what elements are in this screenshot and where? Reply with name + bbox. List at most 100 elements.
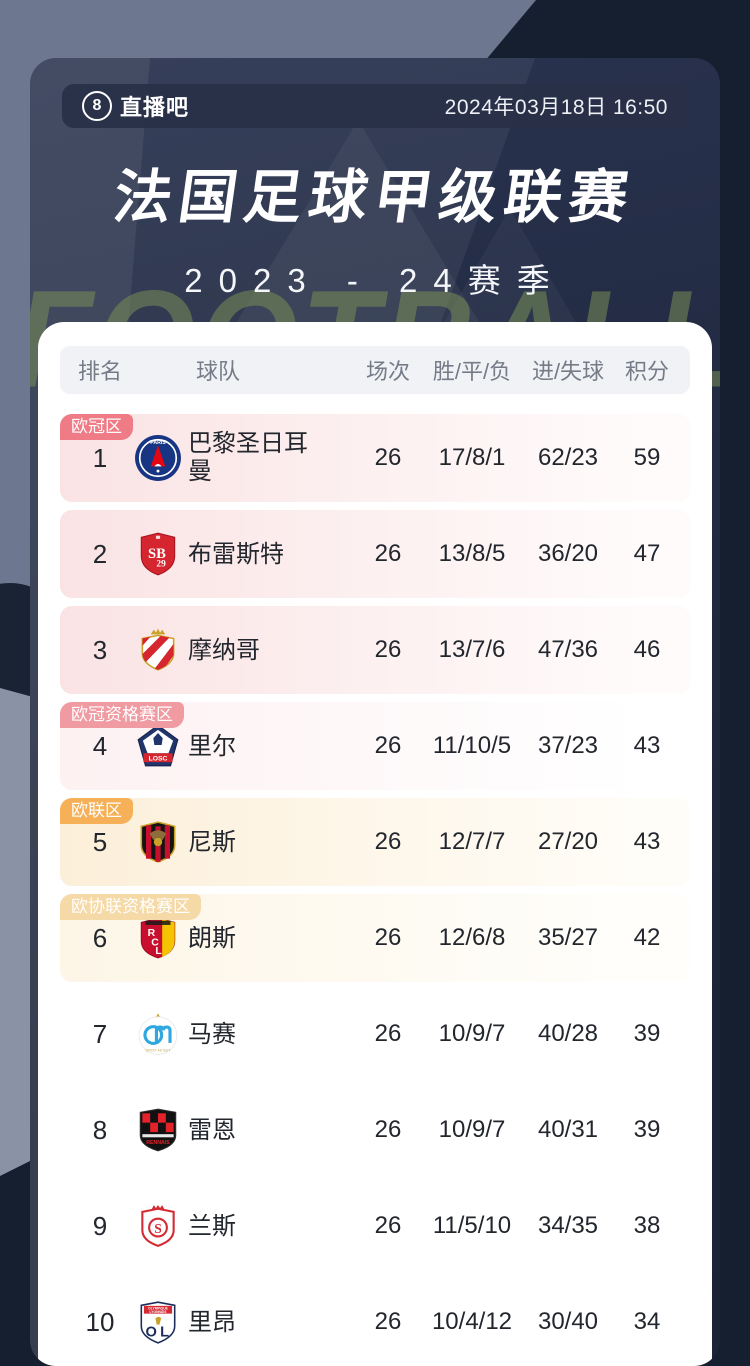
team-name: 摩纳哥 xyxy=(188,636,260,664)
team-points: 34 xyxy=(633,1308,661,1335)
team-name: 巴黎圣日耳曼 xyxy=(188,430,308,485)
zone-tag: 欧协联资格赛区 xyxy=(60,894,201,920)
team-points: 38 xyxy=(633,1212,661,1239)
column-goals: 进/失球 xyxy=(531,359,605,384)
svg-text:OLYMPIQUE: OLYMPIQUE xyxy=(148,1306,168,1310)
svg-text:C: C xyxy=(151,937,159,948)
standings-card: 排名 球队 场次 胜/平/负 进/失球 积分 1 PARIS 巴黎圣日耳曼 26… xyxy=(38,322,712,1366)
team-logo-lille-icon: LOSC xyxy=(128,722,188,770)
team-rank: 3 xyxy=(92,634,108,665)
svg-text:R: R xyxy=(148,928,156,939)
team-played: 26 xyxy=(374,828,402,855)
team-goals: 40/31 xyxy=(537,1116,599,1143)
team-points: 42 xyxy=(633,924,661,951)
team-points: 39 xyxy=(633,1020,661,1047)
table-header: 排名 球队 场次 胜/平/负 进/失球 积分 xyxy=(60,346,690,394)
team-wdl: 13/8/5 xyxy=(438,540,506,567)
table-rows: 1 PARIS 巴黎圣日耳曼 26 17/8/1 62/23 59 欧冠区 2 … xyxy=(38,414,712,1366)
team-name-cell: 马赛 xyxy=(188,1020,352,1048)
svg-text:LOSC: LOSC xyxy=(149,755,168,762)
team-name-cell: 雷恩 xyxy=(188,1116,352,1144)
team-played: 26 xyxy=(374,1116,402,1143)
team-name: 兰斯 xyxy=(188,1212,236,1240)
team-rank: 5 xyxy=(92,826,108,857)
team-rank: 6 xyxy=(92,922,108,953)
poster-panel: FOOTBALL 8 直播吧 2024年03月18日 16:50 法国足球甲级联… xyxy=(30,58,720,1366)
team-name: 里尔 xyxy=(188,732,236,760)
table-row: 10 OLYMPIQUE LYONNAIS O L 里昂 26 10/4/12 30/… xyxy=(60,1278,690,1366)
column-played: 场次 xyxy=(365,359,410,384)
team-goals: 37/23 xyxy=(537,732,599,759)
team-logo-reims-icon: S xyxy=(128,1202,188,1250)
team-rank: 4 xyxy=(92,730,108,761)
team-rank: 10 xyxy=(85,1306,115,1337)
team-wdl: 11/10/5 xyxy=(432,732,512,759)
table-row: 1 PARIS 巴黎圣日耳曼 26 17/8/1 62/23 59 欧冠区 xyxy=(60,414,690,502)
team-goals: 47/36 xyxy=(537,636,599,663)
team-goals: 34/35 xyxy=(537,1212,599,1239)
team-played: 26 xyxy=(374,540,402,567)
table-row: 2 SB 29 布雷斯特 26 13/8/5 36/20 47 xyxy=(60,510,690,598)
team-logo-nice-icon xyxy=(128,818,188,866)
svg-text:SB: SB xyxy=(148,546,166,562)
top-bar: 8 直播吧 2024年03月18日 16:50 xyxy=(62,84,688,128)
team-name-cell: 尼斯 xyxy=(188,828,352,856)
team-rank: 8 xyxy=(92,1114,108,1145)
team-wdl: 11/5/10 xyxy=(432,1212,512,1239)
team-played: 26 xyxy=(374,636,402,663)
team-wdl: 10/9/7 xyxy=(438,1116,506,1143)
table-row: 5 尼斯 26 12/7/7 27/20 43 欧联区 xyxy=(60,798,690,886)
table-row: 4 LOSC 里尔 26 11/10/5 37/23 43 欧冠资格赛区 xyxy=(60,702,690,790)
column-wdl: 胜/平/负 xyxy=(432,359,512,384)
table-row: 8 RENNAIS 雷恩 26 10/9/7 40/31 39 xyxy=(60,1086,690,1174)
date-time: 2024年03月18日 16:50 xyxy=(444,96,668,119)
team-rank: 2 xyxy=(92,538,108,569)
team-name-cell: 巴黎圣日耳曼 xyxy=(188,430,352,485)
team-goals: 36/20 xyxy=(537,540,599,567)
svg-text:S: S xyxy=(154,1221,162,1236)
team-wdl: 10/4/12 xyxy=(431,1308,513,1335)
team-played: 26 xyxy=(374,1308,402,1335)
team-played: 26 xyxy=(374,1212,402,1239)
table-row: 9 S 兰斯 26 11/5/10 34/35 38 xyxy=(60,1182,690,1270)
team-played: 26 xyxy=(374,1020,402,1047)
team-goals: 35/27 xyxy=(537,924,599,951)
svg-text:L: L xyxy=(155,946,162,957)
svg-text:LYONNAIS: LYONNAIS xyxy=(150,1310,168,1314)
svg-text:29: 29 xyxy=(156,560,166,570)
svg-text:PARIS: PARIS xyxy=(150,440,166,446)
team-logo-monaco-icon xyxy=(128,626,188,674)
team-logo-marseille-icon: DROIT AU BUT xyxy=(128,1010,188,1058)
team-name: 里昂 xyxy=(188,1308,236,1336)
season-subtitle: 2023 - 24赛季 xyxy=(184,262,566,299)
zone-tag: 欧冠区 xyxy=(60,414,133,440)
team-name-cell: 兰斯 xyxy=(188,1212,352,1240)
league-title: 法国足球甲级联赛 xyxy=(109,165,639,230)
team-name-cell: 里昂 xyxy=(188,1308,352,1336)
svg-text:O: O xyxy=(145,1325,156,1341)
team-wdl: 10/9/7 xyxy=(438,1020,506,1047)
team-name-cell: 布雷斯特 xyxy=(188,540,352,568)
team-points: 43 xyxy=(633,732,661,759)
team-goals: 40/28 xyxy=(537,1020,599,1047)
team-played: 26 xyxy=(374,732,402,759)
column-team: 球队 xyxy=(196,359,241,384)
column-rank: 排名 xyxy=(77,359,122,384)
team-name: 马赛 xyxy=(188,1020,236,1048)
team-name-cell: 里尔 xyxy=(188,732,352,760)
team-name: 雷恩 xyxy=(188,1116,236,1144)
app-brand: 8 直播吧 xyxy=(82,90,189,122)
table-row: 7 DROIT AU BUT 马赛 26 10/9/7 40/28 39 xyxy=(60,990,690,1078)
team-logo-psg-icon: PARIS xyxy=(128,434,188,482)
team-name: 朗斯 xyxy=(188,924,236,952)
team-goals: 27/20 xyxy=(537,828,599,855)
column-points: 积分 xyxy=(624,359,669,384)
team-played: 26 xyxy=(374,444,402,471)
team-rank: 1 xyxy=(92,442,108,473)
team-points: 43 xyxy=(633,828,661,855)
team-played: 26 xyxy=(374,924,402,951)
app-brand-name: 直播吧 xyxy=(120,95,190,120)
team-wdl: 12/7/7 xyxy=(438,828,506,855)
team-points: 46 xyxy=(633,636,661,663)
